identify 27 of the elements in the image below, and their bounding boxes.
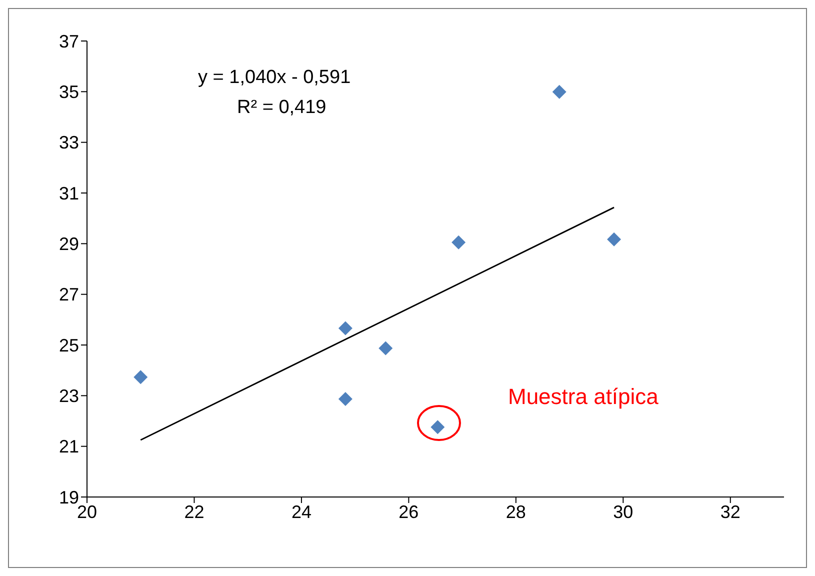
y-tick-label: 23 bbox=[58, 386, 79, 406]
x-tick-label: 20 bbox=[76, 502, 98, 522]
x-tick-label: 24 bbox=[291, 502, 312, 522]
y-tick-label: 19 bbox=[58, 487, 79, 508]
y-tick-label: 25 bbox=[58, 335, 79, 356]
y-tick-label: 37 bbox=[58, 31, 79, 52]
point bbox=[607, 232, 622, 246]
point bbox=[338, 321, 352, 336]
y-tick-label: 31 bbox=[58, 183, 79, 204]
y-tick-label: 27 bbox=[58, 284, 79, 305]
x-tick-label: 32 bbox=[720, 502, 740, 522]
y-tick-label: 33 bbox=[58, 132, 79, 153]
annotation: y = 1,040x - 0,591 bbox=[198, 67, 351, 89]
annotation: Muestra atípica bbox=[508, 384, 658, 410]
y-tick-label: 29 bbox=[58, 234, 79, 254]
x-tick-label: 26 bbox=[398, 502, 419, 522]
point bbox=[452, 235, 466, 250]
y-tick-label: 21 bbox=[58, 436, 79, 457]
x-tick-label: 28 bbox=[506, 502, 526, 522]
x-tick-label: 22 bbox=[184, 502, 204, 522]
point bbox=[338, 392, 352, 406]
y-tick-label: 35 bbox=[58, 82, 79, 102]
point bbox=[552, 84, 566, 99]
x-tick-label: 30 bbox=[613, 502, 634, 522]
point bbox=[378, 341, 393, 356]
point bbox=[134, 370, 148, 384]
annotation: R² = 0,419 bbox=[237, 97, 326, 119]
